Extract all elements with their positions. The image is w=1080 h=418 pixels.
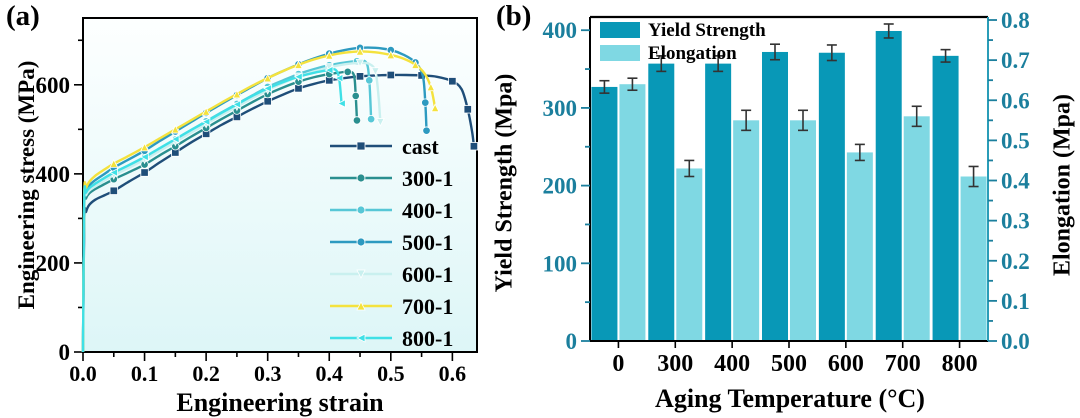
- right-tick-label: 0.6: [1001, 88, 1030, 113]
- panel-b-x-axis-title: Aging Temperature (°C): [655, 384, 925, 413]
- x-tick-label-b: 700: [885, 351, 921, 377]
- legend-label-500-1: 500-1: [402, 230, 453, 255]
- x-tick-label-a: 0.0: [69, 361, 97, 386]
- axis-ticks-a: [74, 39, 454, 361]
- bar-yield-300: [648, 63, 675, 341]
- bar-elongation-300: [676, 168, 703, 341]
- right-tick-label: 0.5: [1001, 128, 1030, 153]
- right-tick-label: 0.2: [1001, 249, 1030, 274]
- y-tick-label-a: 600: [36, 73, 71, 98]
- yield-elongation-bar-chart: 0 300 400 500 600 700 800 0 100 200 300 400 0.0 0.1 0.…: [543, 8, 1031, 377]
- x-tick-label-a: 0.1: [131, 361, 159, 386]
- legend-label-yield-strength: Yield Strength: [648, 20, 766, 41]
- x-tick-label-b: 600: [828, 351, 864, 377]
- right-tick-label: 0.7: [1001, 48, 1030, 73]
- right-axis-ticks: [988, 19, 997, 342]
- bar-elongation-500: [790, 120, 816, 342]
- x-tick-label-a: 0.5: [377, 361, 405, 386]
- legend-label-cast: cast: [402, 134, 439, 159]
- x-tick-label-a: 0.6: [439, 361, 467, 386]
- bar-yield-600: [818, 52, 845, 342]
- bars-elongation: [619, 84, 987, 342]
- legend-label-800-1: 800-1: [402, 326, 453, 351]
- right-tick-label: 0.8: [1001, 8, 1030, 33]
- x-tick-label-b: 0: [612, 351, 624, 377]
- panel-b-right-axis-title: Elongation (Mpa): [1049, 93, 1076, 277]
- y-tick-label-a: 400: [36, 162, 71, 187]
- legend-label-400-1: 400-1: [402, 198, 453, 223]
- curve-cast: [81, 70, 479, 353]
- right-tick-label: 0.0: [1001, 329, 1030, 354]
- x-tick-label-b: 300: [657, 351, 693, 377]
- error-bars: [599, 23, 979, 188]
- panel-b-tag: (b): [496, 0, 532, 32]
- x-tick-label-a: 0.2: [192, 361, 220, 386]
- left-tick-label: 100: [543, 251, 578, 276]
- bar-elongation-600: [846, 152, 873, 341]
- bar-elongation-700: [903, 116, 930, 341]
- x-tick-label-a: 0.4: [316, 361, 344, 386]
- bar-elongation-800: [960, 176, 987, 341]
- left-tick-label: 200: [543, 174, 578, 199]
- legend-a: cast 300-1 400-1 500-1 600-1 700-1 800-1: [330, 134, 453, 351]
- panel-b-left-axis-title: Yield Strength (Mpa): [491, 73, 518, 293]
- bar-yield-500: [762, 51, 788, 342]
- legend-swatch-yield-strength: [600, 22, 640, 38]
- x-tick-label-b: 800: [942, 351, 978, 377]
- x-tick-label-b: 400: [714, 351, 750, 377]
- bar-elongation-0: [619, 84, 646, 341]
- bar-yield-0: [591, 86, 618, 341]
- plot-spines-b: [589, 15, 989, 342]
- panel-a-tag: (a): [6, 0, 40, 32]
- left-axis-ticks: [581, 29, 590, 342]
- bar-elongation-400: [733, 120, 760, 342]
- left-tick-label: 400: [543, 18, 578, 43]
- bar-yield-700: [875, 30, 902, 342]
- legend-label-300-1: 300-1: [402, 166, 453, 191]
- bar-yield-400: [705, 63, 732, 341]
- y-tick-label-a: 0: [59, 340, 71, 365]
- right-tick-label: 0.3: [1001, 209, 1030, 234]
- bar-yield-800: [932, 55, 959, 342]
- legend-label-elongation: Elongation: [648, 43, 737, 64]
- legend-label-700-1: 700-1: [402, 294, 453, 319]
- legend-label-600-1: 600-1: [402, 262, 453, 287]
- stress-strain-chart: 0.0 0.1 0.2 0.3 0.4 0.5 0.6 0 200 400 600 cast 300-1…: [36, 17, 479, 386]
- right-tick-label: 0.1: [1001, 289, 1030, 314]
- bars-yield-strength: [591, 30, 959, 342]
- legend-swatch-elongation: [600, 45, 640, 61]
- curve-700-1: [81, 46, 440, 353]
- right-tick-label: 0.4: [1001, 169, 1030, 194]
- x-tick-label-b: 500: [771, 351, 807, 377]
- panel-a-x-axis-title: Engineering strain: [176, 388, 384, 417]
- panel-a-y-axis-title: Engineering stress (MPa): [14, 60, 39, 310]
- curve-800-1: [81, 65, 346, 353]
- left-tick-label: 0: [566, 329, 578, 354]
- y-tick-label-a: 200: [36, 251, 71, 276]
- x-tick-label-a: 0.3: [254, 361, 282, 386]
- left-tick-label: 300: [543, 96, 578, 121]
